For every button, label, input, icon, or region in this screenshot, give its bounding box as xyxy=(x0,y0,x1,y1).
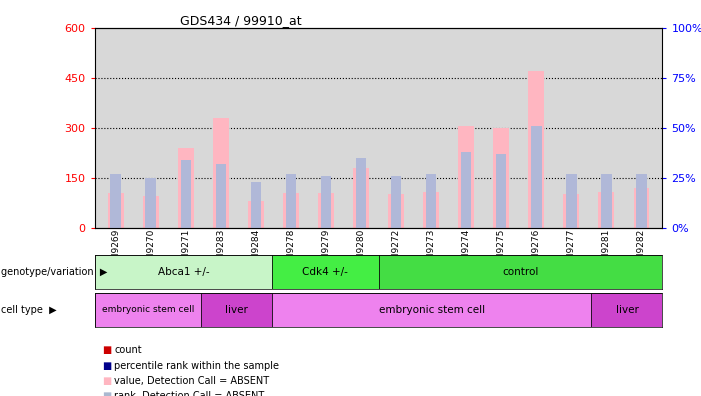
Bar xyxy=(494,128,509,228)
Bar xyxy=(592,293,662,327)
Bar xyxy=(143,196,158,228)
Text: liver: liver xyxy=(225,305,248,315)
Bar xyxy=(353,168,369,228)
Bar xyxy=(201,293,272,327)
Text: rank, Detection Call = ABSENT: rank, Detection Call = ABSENT xyxy=(114,390,264,396)
Bar xyxy=(95,255,272,289)
Text: embryonic stem cell: embryonic stem cell xyxy=(102,305,194,314)
Bar xyxy=(111,174,121,228)
Bar xyxy=(251,182,261,228)
Text: ■: ■ xyxy=(102,390,111,396)
Text: Cdk4 +/-: Cdk4 +/- xyxy=(302,267,348,277)
Bar xyxy=(564,194,579,228)
Bar xyxy=(286,174,296,228)
Bar xyxy=(248,201,264,228)
Bar xyxy=(318,193,334,228)
Bar xyxy=(213,118,229,228)
Bar xyxy=(272,293,592,327)
Bar xyxy=(272,255,379,289)
Text: percentile rank within the sample: percentile rank within the sample xyxy=(114,360,279,371)
Bar xyxy=(379,255,662,289)
Bar xyxy=(566,174,576,228)
Bar xyxy=(496,154,506,228)
Bar xyxy=(178,148,193,228)
Bar xyxy=(146,178,156,228)
Bar xyxy=(95,293,201,327)
Text: ■: ■ xyxy=(102,345,111,356)
Bar xyxy=(599,192,614,228)
Text: value, Detection Call = ABSENT: value, Detection Call = ABSENT xyxy=(114,375,269,386)
Bar xyxy=(283,193,299,228)
Text: Abca1 +/-: Abca1 +/- xyxy=(158,267,209,277)
Bar xyxy=(426,174,436,228)
Bar xyxy=(531,126,541,228)
Bar xyxy=(355,158,366,228)
Bar xyxy=(181,160,191,228)
Bar xyxy=(320,176,331,228)
Text: ■: ■ xyxy=(102,375,111,386)
Bar xyxy=(458,126,474,228)
Text: ■: ■ xyxy=(102,360,111,371)
Bar xyxy=(461,152,471,228)
Text: GDS434 / 99910_at: GDS434 / 99910_at xyxy=(179,13,301,27)
Text: embryonic stem cell: embryonic stem cell xyxy=(379,305,485,315)
Bar xyxy=(636,174,646,228)
Bar xyxy=(423,192,439,228)
Bar xyxy=(391,176,402,228)
Bar xyxy=(108,193,123,228)
Text: cell type  ▶: cell type ▶ xyxy=(1,305,57,315)
Text: control: control xyxy=(503,267,538,277)
Text: genotype/variation  ▶: genotype/variation ▶ xyxy=(1,267,108,277)
Bar xyxy=(388,194,404,228)
Bar xyxy=(601,174,611,228)
Bar xyxy=(529,71,544,228)
Bar xyxy=(216,164,226,228)
Bar xyxy=(634,188,649,228)
Text: liver: liver xyxy=(615,305,639,315)
Text: count: count xyxy=(114,345,142,356)
